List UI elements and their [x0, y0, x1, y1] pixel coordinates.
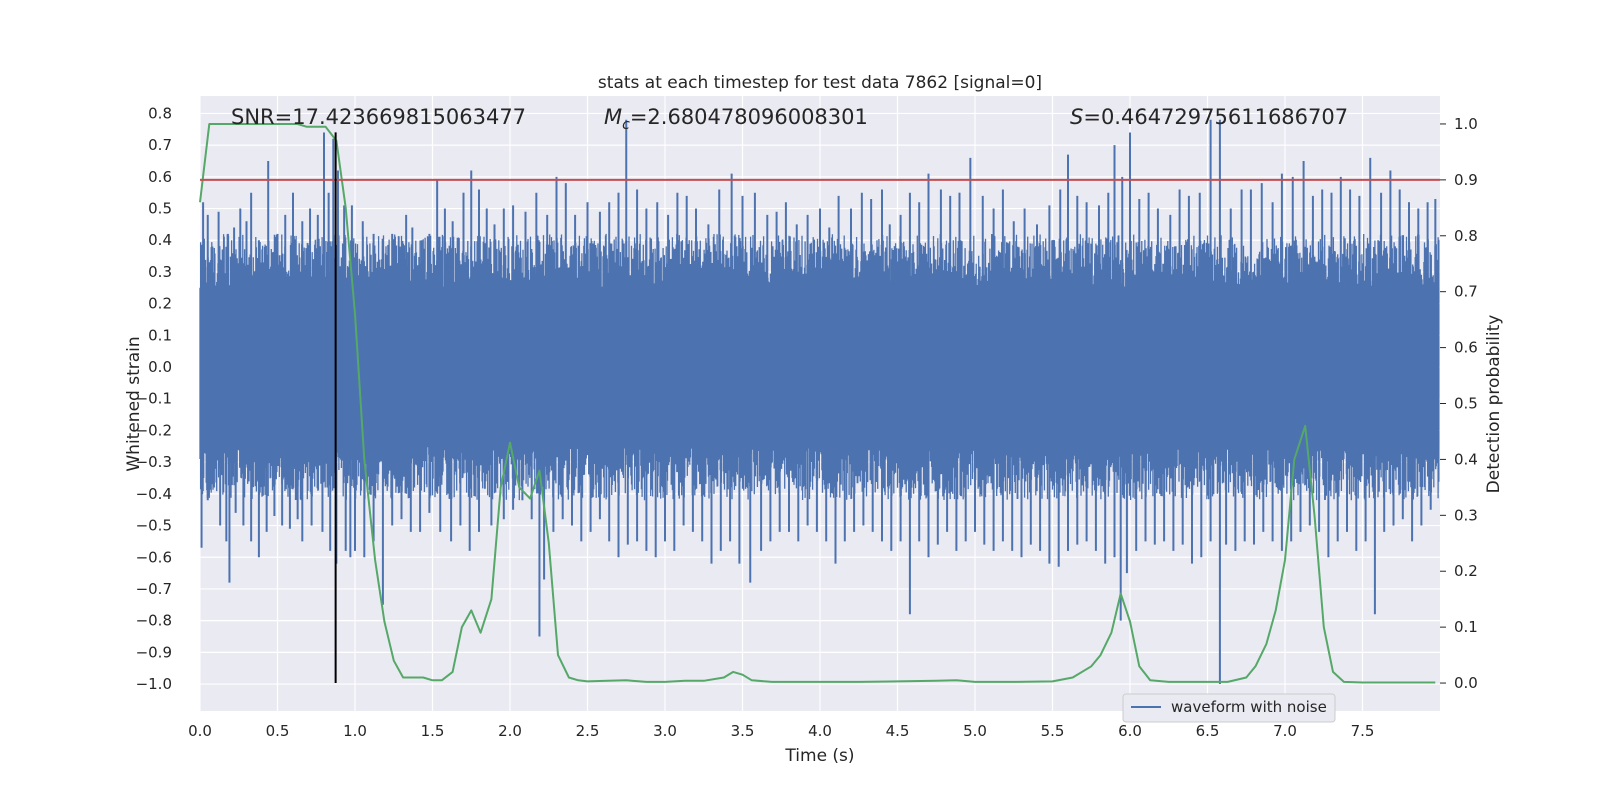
- y-tick-label: 0.3: [148, 263, 172, 281]
- y-tick-label: −0.3: [136, 453, 172, 471]
- y-tick-label: −0.7: [136, 580, 172, 598]
- y-tick-label: −0.2: [136, 421, 172, 439]
- y-ticks: 0.8 0.7 0.6 0.5 0.4 0.3 0.2 0.1 0.0 −0.1 −0.2 −0.3 −…: [136, 104, 172, 693]
- y-right-tick-label: 0.9: [1454, 171, 1478, 189]
- y-ticks-right: 1.0 0.9 0.8 0.7 0.6 0.5 0.4 0.3 0.2 0.1 0.0: [1440, 115, 1478, 692]
- x-tick-label: 5.5: [1041, 722, 1065, 740]
- x-ticks: 0.0 0.5 1.0 1.5 2.0 2.5 3.0 3.5 4.0 4.5 5.0 5.5 6.0 6…: [188, 722, 1374, 740]
- x-tick-label: 6.0: [1118, 722, 1142, 740]
- y-right-tick-label: 0.3: [1454, 506, 1478, 524]
- x-tick-label: 5.0: [963, 722, 987, 740]
- chart-title: stats at each timestep for test data 786…: [598, 73, 1042, 93]
- y-tick-label: 0.1: [148, 326, 172, 344]
- y-right-tick-label: 0.8: [1454, 227, 1478, 245]
- y-tick-label: 0.8: [148, 104, 172, 122]
- x-tick-label: 2.0: [498, 722, 522, 740]
- y-tick-label: −0.9: [136, 643, 172, 661]
- y-tick-label: 0.0: [148, 358, 172, 376]
- y-right-tick-label: 0.1: [1454, 618, 1478, 636]
- waveform-noise: [199, 233, 1440, 501]
- y-tick-label: −0.1: [136, 390, 172, 408]
- x-tick-label: 4.0: [808, 722, 832, 740]
- y-right-tick-label: 0.2: [1454, 562, 1478, 580]
- legend-box: [1122, 693, 1336, 723]
- x-tick-label: 2.5: [576, 722, 600, 740]
- x-tick-label: 7.0: [1273, 722, 1297, 740]
- y-axis-label: Whitened strain: [124, 336, 144, 471]
- probability-line: [199, 123, 1436, 684]
- y-tick-label: 0.2: [148, 295, 172, 313]
- y-right-tick-label: 0.6: [1454, 339, 1478, 357]
- y-right-tick-label: 0.0: [1454, 674, 1478, 692]
- y-axis-right-label: Detection probability: [1484, 315, 1504, 494]
- y-tick-label: 0.5: [148, 200, 172, 218]
- x-tick-label: 1.0: [343, 722, 367, 740]
- x-tick-label: 3.5: [731, 722, 755, 740]
- snr-annotation: SNR=17.423669815063477: [231, 105, 526, 129]
- s-value: =0.46472975611686707: [1083, 105, 1348, 129]
- y-right-tick-label: 0.4: [1454, 450, 1478, 468]
- x-tick-label: 3.0: [653, 722, 677, 740]
- y-right-tick-label: 1.0: [1454, 115, 1478, 133]
- legend: waveform with noise: [1122, 693, 1336, 723]
- x-tick-label: 0.0: [188, 722, 212, 740]
- mc-symbol: M: [604, 105, 622, 129]
- s-symbol: S: [1070, 105, 1083, 129]
- y-tick-label: 0.7: [148, 136, 172, 154]
- y-right-tick-label: 0.5: [1454, 395, 1478, 413]
- probability-series: [199, 123, 1436, 684]
- overlays: [200, 132, 1440, 684]
- y-tick-label: 0.4: [148, 231, 172, 249]
- legend-label: waveform with noise: [1171, 698, 1327, 716]
- y-tick-label: −0.4: [136, 485, 172, 503]
- x-tick-label: 4.5: [886, 722, 910, 740]
- x-axis-label: Time (s): [784, 746, 854, 766]
- mc-annotation: Mc=2.680478096008301: [604, 105, 868, 133]
- x-tick-label: 1.5: [421, 722, 445, 740]
- y-right-tick-label: 0.7: [1454, 283, 1478, 301]
- y-tick-label: 0.6: [148, 168, 172, 186]
- x-tick-label: 0.5: [266, 722, 290, 740]
- x-tick-label: 7.5: [1351, 722, 1375, 740]
- s-annotation: S=0.46472975611686707: [1070, 105, 1348, 129]
- y-tick-label: −0.6: [136, 548, 172, 566]
- x-tick-label: 6.5: [1196, 722, 1220, 740]
- y-tick-label: −1.0: [136, 675, 172, 693]
- waveform-series: [199, 119, 1440, 685]
- mc-value: =2.680478096008301: [630, 105, 868, 129]
- y-tick-label: −0.8: [136, 612, 172, 630]
- mc-subscript: c: [622, 117, 630, 133]
- y-tick-label: −0.5: [136, 517, 172, 535]
